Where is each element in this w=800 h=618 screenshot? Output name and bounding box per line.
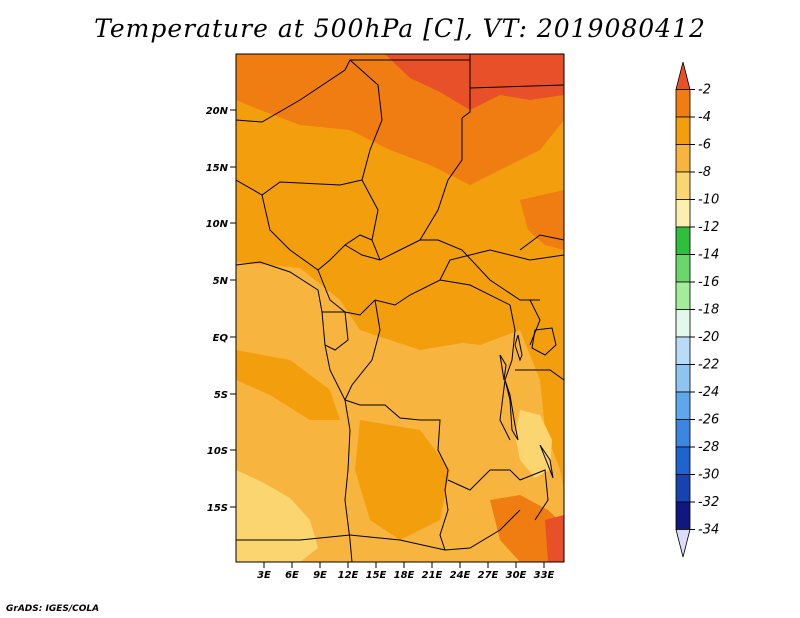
border-nigeria: [236, 179, 363, 196]
colorbar-swatch: [675, 309, 691, 338]
lon-tick-label: 12E: [338, 570, 359, 581]
border-libya-egypt: [461, 54, 471, 119]
lake-tanganyika: [504, 379, 519, 441]
colorbar-label: -30: [698, 468, 719, 483]
coast-west: [236, 261, 353, 562]
colorbar-label: -6: [698, 138, 711, 153]
lat-tick-label: 15N: [206, 163, 229, 174]
border-congo-drc: [344, 299, 381, 401]
border-egypt-sudan: [469, 84, 564, 89]
field-band-minus4-east: [520, 190, 564, 250]
border-angola-zambia: [439, 469, 449, 551]
colorbar-swatch: [675, 336, 691, 365]
colorbar-swatch: [675, 419, 691, 448]
field-band-minus10: [236, 470, 318, 562]
lat-tick-label: 5N: [213, 276, 229, 287]
border-ethiopia: [519, 234, 564, 251]
colorbar-swatch: [675, 89, 691, 118]
colorbar-swatch: [675, 529, 691, 558]
border-niger-algeria: [236, 59, 470, 123]
colorbar-label: -34: [698, 523, 719, 538]
border-car: [344, 239, 540, 301]
lon-tick-label: 3E: [257, 570, 271, 581]
field-band-minus2-sw: [545, 515, 564, 562]
border-uganda-kenya: [529, 299, 541, 346]
grads-credit: GrADS: IGES/COLA: [6, 604, 100, 614]
border-sudan-chad: [419, 118, 463, 241]
border-tanzania: [515, 369, 564, 381]
border-nigeria-cameroon: [261, 194, 373, 271]
colorbar-swatch: [675, 199, 691, 228]
colorbar-label: -12: [698, 220, 719, 235]
colorbar-label: -22: [698, 358, 719, 373]
lon-tick-label: 27E: [478, 570, 499, 581]
colorbar-swatch: [675, 61, 691, 90]
border-drc-angola: [344, 399, 449, 471]
border-drc-east: [499, 304, 516, 441]
chart-title: Temperature at 500hPa [C], VT: 201908041…: [94, 14, 706, 43]
lat-tick-label: EQ: [213, 333, 229, 344]
temperature-field: [236, 54, 564, 562]
border-zambia-north: [447, 469, 521, 491]
lon-tick-label: 6E: [285, 570, 299, 581]
lake-malawi: [539, 444, 554, 479]
border-mozambique: [519, 469, 549, 521]
border-car-drc: [374, 279, 511, 306]
colorbar-label: -18: [698, 303, 719, 318]
colorbar-swatch: [675, 116, 691, 145]
lon-tick-label: 24E: [450, 570, 471, 581]
colorbar-label: -2: [698, 83, 711, 98]
border-angola-south: [236, 534, 446, 551]
lake-albert: [514, 334, 523, 362]
latitude-axis: 20N 15N 10N 5N EQ 5S 10S 15S: [206, 106, 236, 514]
colorbar-swatch: [675, 171, 691, 200]
colorbar-label: -4: [698, 110, 711, 125]
border-gabon: [322, 311, 349, 351]
map-frame: [235, 53, 565, 563]
colorbar-swatch: [675, 254, 691, 283]
colorbar-swatch: [675, 391, 691, 420]
lat-tick-label: 15S: [207, 503, 228, 514]
border-zambia-south: [444, 509, 521, 551]
colorbar-label: -20: [698, 330, 719, 345]
colorbar-swatch: [675, 501, 691, 530]
lon-tick-label: 18E: [394, 570, 415, 581]
colorbar-label: -26: [698, 413, 719, 428]
lon-tick-label: 9E: [313, 570, 327, 581]
field-band-minus10-east: [515, 410, 552, 478]
colorbar-swatch: [675, 144, 691, 173]
longitude-axis: 3E 6E 9E 12E 15E 18E 21E 24E 27E 30E 33E: [257, 562, 555, 581]
colorbar-label: -8: [698, 165, 711, 180]
field-band-minus6-pocket-2: [236, 350, 340, 420]
border-chad-west: [349, 59, 383, 261]
lon-tick-label: 33E: [534, 570, 555, 581]
colorbar-swatch: [675, 364, 691, 393]
lon-tick-label: 30E: [506, 570, 527, 581]
colorbar-label: -10: [698, 193, 719, 208]
lat-tick-label: 20N: [206, 106, 229, 117]
colorbar-label: -16: [698, 275, 719, 290]
lake-victoria: [531, 327, 557, 356]
colorbar-label: -24: [698, 385, 719, 400]
lat-tick-label: 10N: [206, 219, 229, 230]
lon-tick-label: 15E: [366, 570, 387, 581]
colorbar-swatch: [675, 446, 691, 475]
lat-tick-label: 10S: [207, 446, 228, 457]
colorbar-swatch: [675, 281, 691, 310]
field-band-minus6-pocket-3: [355, 420, 450, 540]
colorbar-swatch: [675, 474, 691, 503]
lon-tick-label: 21E: [422, 570, 443, 581]
colorbar-label: -32: [698, 495, 719, 510]
lat-tick-label: 5S: [214, 390, 228, 401]
country-borders: [236, 54, 564, 562]
field-band-minus2: [385, 54, 564, 110]
field-band-minus4-southeast: [490, 495, 564, 562]
lake-kivu: [499, 354, 507, 381]
colorbar-swatch: [675, 226, 691, 255]
colorbar-label: -14: [698, 248, 719, 263]
colorbar-label: -28: [698, 440, 719, 455]
border-south-sudan: [439, 249, 564, 281]
colorbar: -2 -4 -6 -8 -10 -12 -14 -16 -18 -20 -22 -24 -26 -28 -3…: [675, 61, 719, 558]
